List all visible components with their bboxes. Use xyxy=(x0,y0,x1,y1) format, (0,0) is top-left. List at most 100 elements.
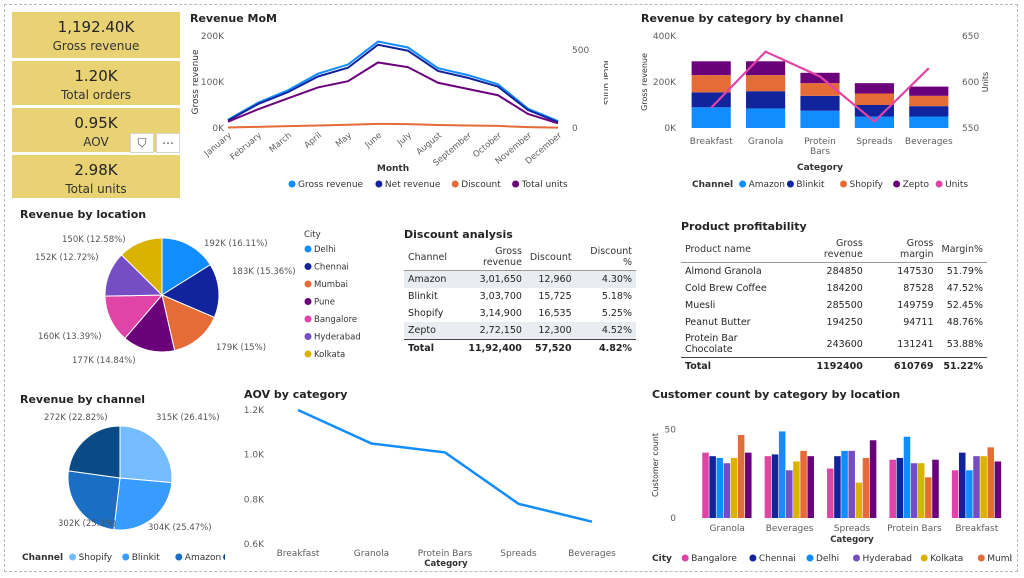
pie-slice-amazon xyxy=(67,470,121,531)
table-cell: Amazon xyxy=(404,270,452,288)
y2-tick-label: 600 xyxy=(962,78,979,88)
table-row: Cold Brew Coffee 184200 87528 47.52% xyxy=(681,280,987,297)
profit-table: Product name Gross revenue Gross margin … xyxy=(681,236,987,375)
table-header-row: Channel Gross revenue Discount Discount … xyxy=(404,244,636,271)
data-label: 315K (26.41%) xyxy=(156,413,220,423)
bar xyxy=(730,457,738,518)
table-cell: 51.22% xyxy=(937,357,987,375)
bar xyxy=(848,450,855,518)
bar xyxy=(793,461,800,518)
bar-segment xyxy=(800,110,840,128)
legend-marker xyxy=(806,554,814,562)
table-total-row: Total 1192400 610769 51.22% xyxy=(681,357,987,375)
bar-segment xyxy=(854,93,894,105)
x-tick-label: May xyxy=(334,131,354,150)
bar xyxy=(896,457,904,518)
bar xyxy=(702,452,709,518)
y2-tick-label: 550 xyxy=(962,124,979,134)
table-row: Protein Bar Chocolate 243600 131241 53.88% xyxy=(681,331,987,358)
kpi-card-aov[interactable]: 0.95K AOV xyxy=(12,108,180,152)
legend-marker xyxy=(304,350,312,358)
table-cell: 53.88% xyxy=(946,338,983,350)
legend-label: Bangalore xyxy=(314,315,357,325)
customer-count-chart[interactable]: 0 50 Customer count Granola Beverages Spreads… xyxy=(646,400,1012,568)
legend-label: Mumbai xyxy=(314,280,348,290)
pie-slice-blinkit xyxy=(113,477,173,531)
legend-title: Channel xyxy=(22,553,63,563)
table-cell: 48.76% xyxy=(946,317,983,328)
chart-title-customer-count: Customer count by category by location xyxy=(652,388,901,401)
table-cell: Total xyxy=(681,357,791,375)
table-cell: 11,92,400 xyxy=(451,339,526,357)
x-tick-label: Spreads xyxy=(834,524,871,534)
bar xyxy=(709,456,716,518)
legend-label: Kolkata xyxy=(314,350,345,360)
bar xyxy=(764,456,772,518)
legend-marker xyxy=(223,553,225,561)
bar xyxy=(903,436,911,518)
column-header: Gross revenue xyxy=(790,236,867,263)
bar-segment xyxy=(746,108,786,128)
x-tick-label: March xyxy=(268,131,294,155)
table-header-row: Product name Gross revenue Gross margin … xyxy=(681,236,987,263)
bar xyxy=(771,454,779,518)
bar xyxy=(869,440,877,518)
kpi-value: 1.20K xyxy=(74,67,118,85)
legend-title: City xyxy=(652,554,672,564)
more-options-icon[interactable]: ⋯ xyxy=(156,133,180,153)
bar-segment xyxy=(691,107,731,128)
kpi-card-total-orders[interactable]: 1.20K Total orders xyxy=(12,61,180,105)
data-label: 304K (25.47%) xyxy=(148,523,212,533)
bar xyxy=(800,450,807,518)
x-tick-label: Beverages xyxy=(568,549,616,559)
x-tick-label: Protein Bars xyxy=(418,549,473,559)
y-tick-label: 50 xyxy=(665,426,677,436)
kpi-card-total-units[interactable]: 2.98K Total units xyxy=(12,155,180,198)
filter-icon[interactable]: ⛉ xyxy=(130,133,154,153)
bar-segment xyxy=(909,95,949,107)
column-header: Discount xyxy=(525,244,576,271)
bar xyxy=(778,431,786,518)
y-tick-label: 400K xyxy=(653,32,677,42)
data-label: 150K (12.58%) xyxy=(62,235,126,245)
table-cell: 57,520 xyxy=(525,339,576,357)
x-tick-label: Beverages xyxy=(905,137,953,147)
legend-marker xyxy=(920,554,928,562)
legend-label: Amazon xyxy=(749,180,785,190)
table-cell: 610769 xyxy=(866,357,938,375)
bar xyxy=(932,459,939,518)
y-axis-label: Gross revenue xyxy=(640,53,649,111)
legend-label: Mumbai xyxy=(987,554,1012,564)
legend-marker xyxy=(786,180,794,188)
legend-marker xyxy=(375,180,383,188)
bar-segment xyxy=(746,61,786,76)
legend-label: Total units xyxy=(521,180,568,190)
table-cell: 2,72,150 xyxy=(451,322,526,340)
channel-pie-chart[interactable]: 315K (26.41%) 304K (25.47%) 302K (25.3%) 27… xyxy=(20,406,225,566)
bar xyxy=(716,457,724,518)
table-cell: 149759 xyxy=(897,300,934,311)
data-label: 177K (14.84%) xyxy=(72,356,136,366)
bar xyxy=(834,456,841,518)
legend-label: Net revenue xyxy=(385,180,441,190)
aov-line-chart[interactable]: 0.6K 0.8K 1.0K 1.2K Breakfast Granola Protein … xyxy=(236,400,626,568)
bar xyxy=(917,463,925,518)
legend-label: Chennai xyxy=(759,554,796,564)
table-cell: 3,01,650 xyxy=(451,270,526,288)
category-channel-chart[interactable]: 0K 200K 400K 550 600 650 Gross revenue Units Bre… xyxy=(638,26,1008,196)
location-pie-chart[interactable]: 192K (16.11%) 183K (15.36%) 179K (15%) 177K… xyxy=(20,222,365,372)
table-cell: Total xyxy=(404,339,452,357)
y-tick-label: 0K xyxy=(212,124,225,134)
x-tick-label: Protein xyxy=(804,137,836,147)
y-tick-label: 0K xyxy=(664,124,677,134)
legend-marker xyxy=(451,180,459,188)
legend-label: Units xyxy=(945,180,968,190)
bar xyxy=(855,482,863,518)
kpi-card-gross-revenue[interactable]: 1,192.40K Gross revenue xyxy=(12,12,180,58)
bar xyxy=(827,468,834,518)
legend-marker xyxy=(304,315,312,323)
bar xyxy=(862,457,870,518)
bar xyxy=(737,434,745,518)
legend-label: Bangalore xyxy=(691,554,737,564)
